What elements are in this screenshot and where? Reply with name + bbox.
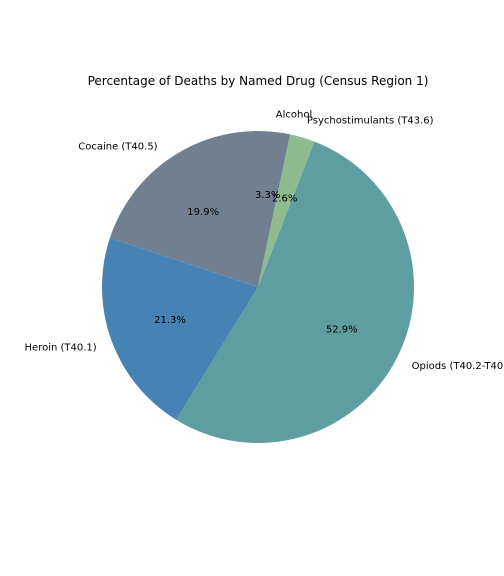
category-label-heroin-t40-1: Heroin (T40.1) <box>25 343 97 354</box>
percent-label-opiods-t40-2-t40-4: 52.9% <box>326 325 358 336</box>
chart-title: Percentage of Deaths by Named Drug (Cens… <box>88 74 429 88</box>
pie-slice-psychostimulants-t43-6 <box>258 134 315 287</box>
pie-slices <box>101 131 414 444</box>
category-label-cocaine-t40-5: Cocaine (T40.5) <box>78 141 157 152</box>
pie-slice-opiods-t40-2-t40-4 <box>176 141 414 444</box>
percent-label-cocaine-t40-5: 19.9% <box>187 207 219 218</box>
category-label-alcohol: Alcohol <box>276 109 312 120</box>
percent-label-heroin-t40-1: 21.3% <box>154 315 186 326</box>
category-label-psychostimulants-t43-6: Psychostimulants (T43.6) <box>307 116 434 127</box>
pie-slice-heroin-t40-1 <box>101 237 258 420</box>
pie-labels: Alcohol 3.3% Psychostimulants (T43.6) 2.6% O… <box>25 109 504 372</box>
pie-slice-alcohol <box>258 131 291 287</box>
pie-slice-cocaine-t40-5 <box>109 131 258 287</box>
percent-label-alcohol: 3.3% <box>255 190 280 201</box>
category-label-opiods-t40-2-t40-4: Opiods (T40.2-T40.4) <box>412 361 504 372</box>
percent-label-psychostimulants-t43-6: 2.6% <box>272 193 297 204</box>
